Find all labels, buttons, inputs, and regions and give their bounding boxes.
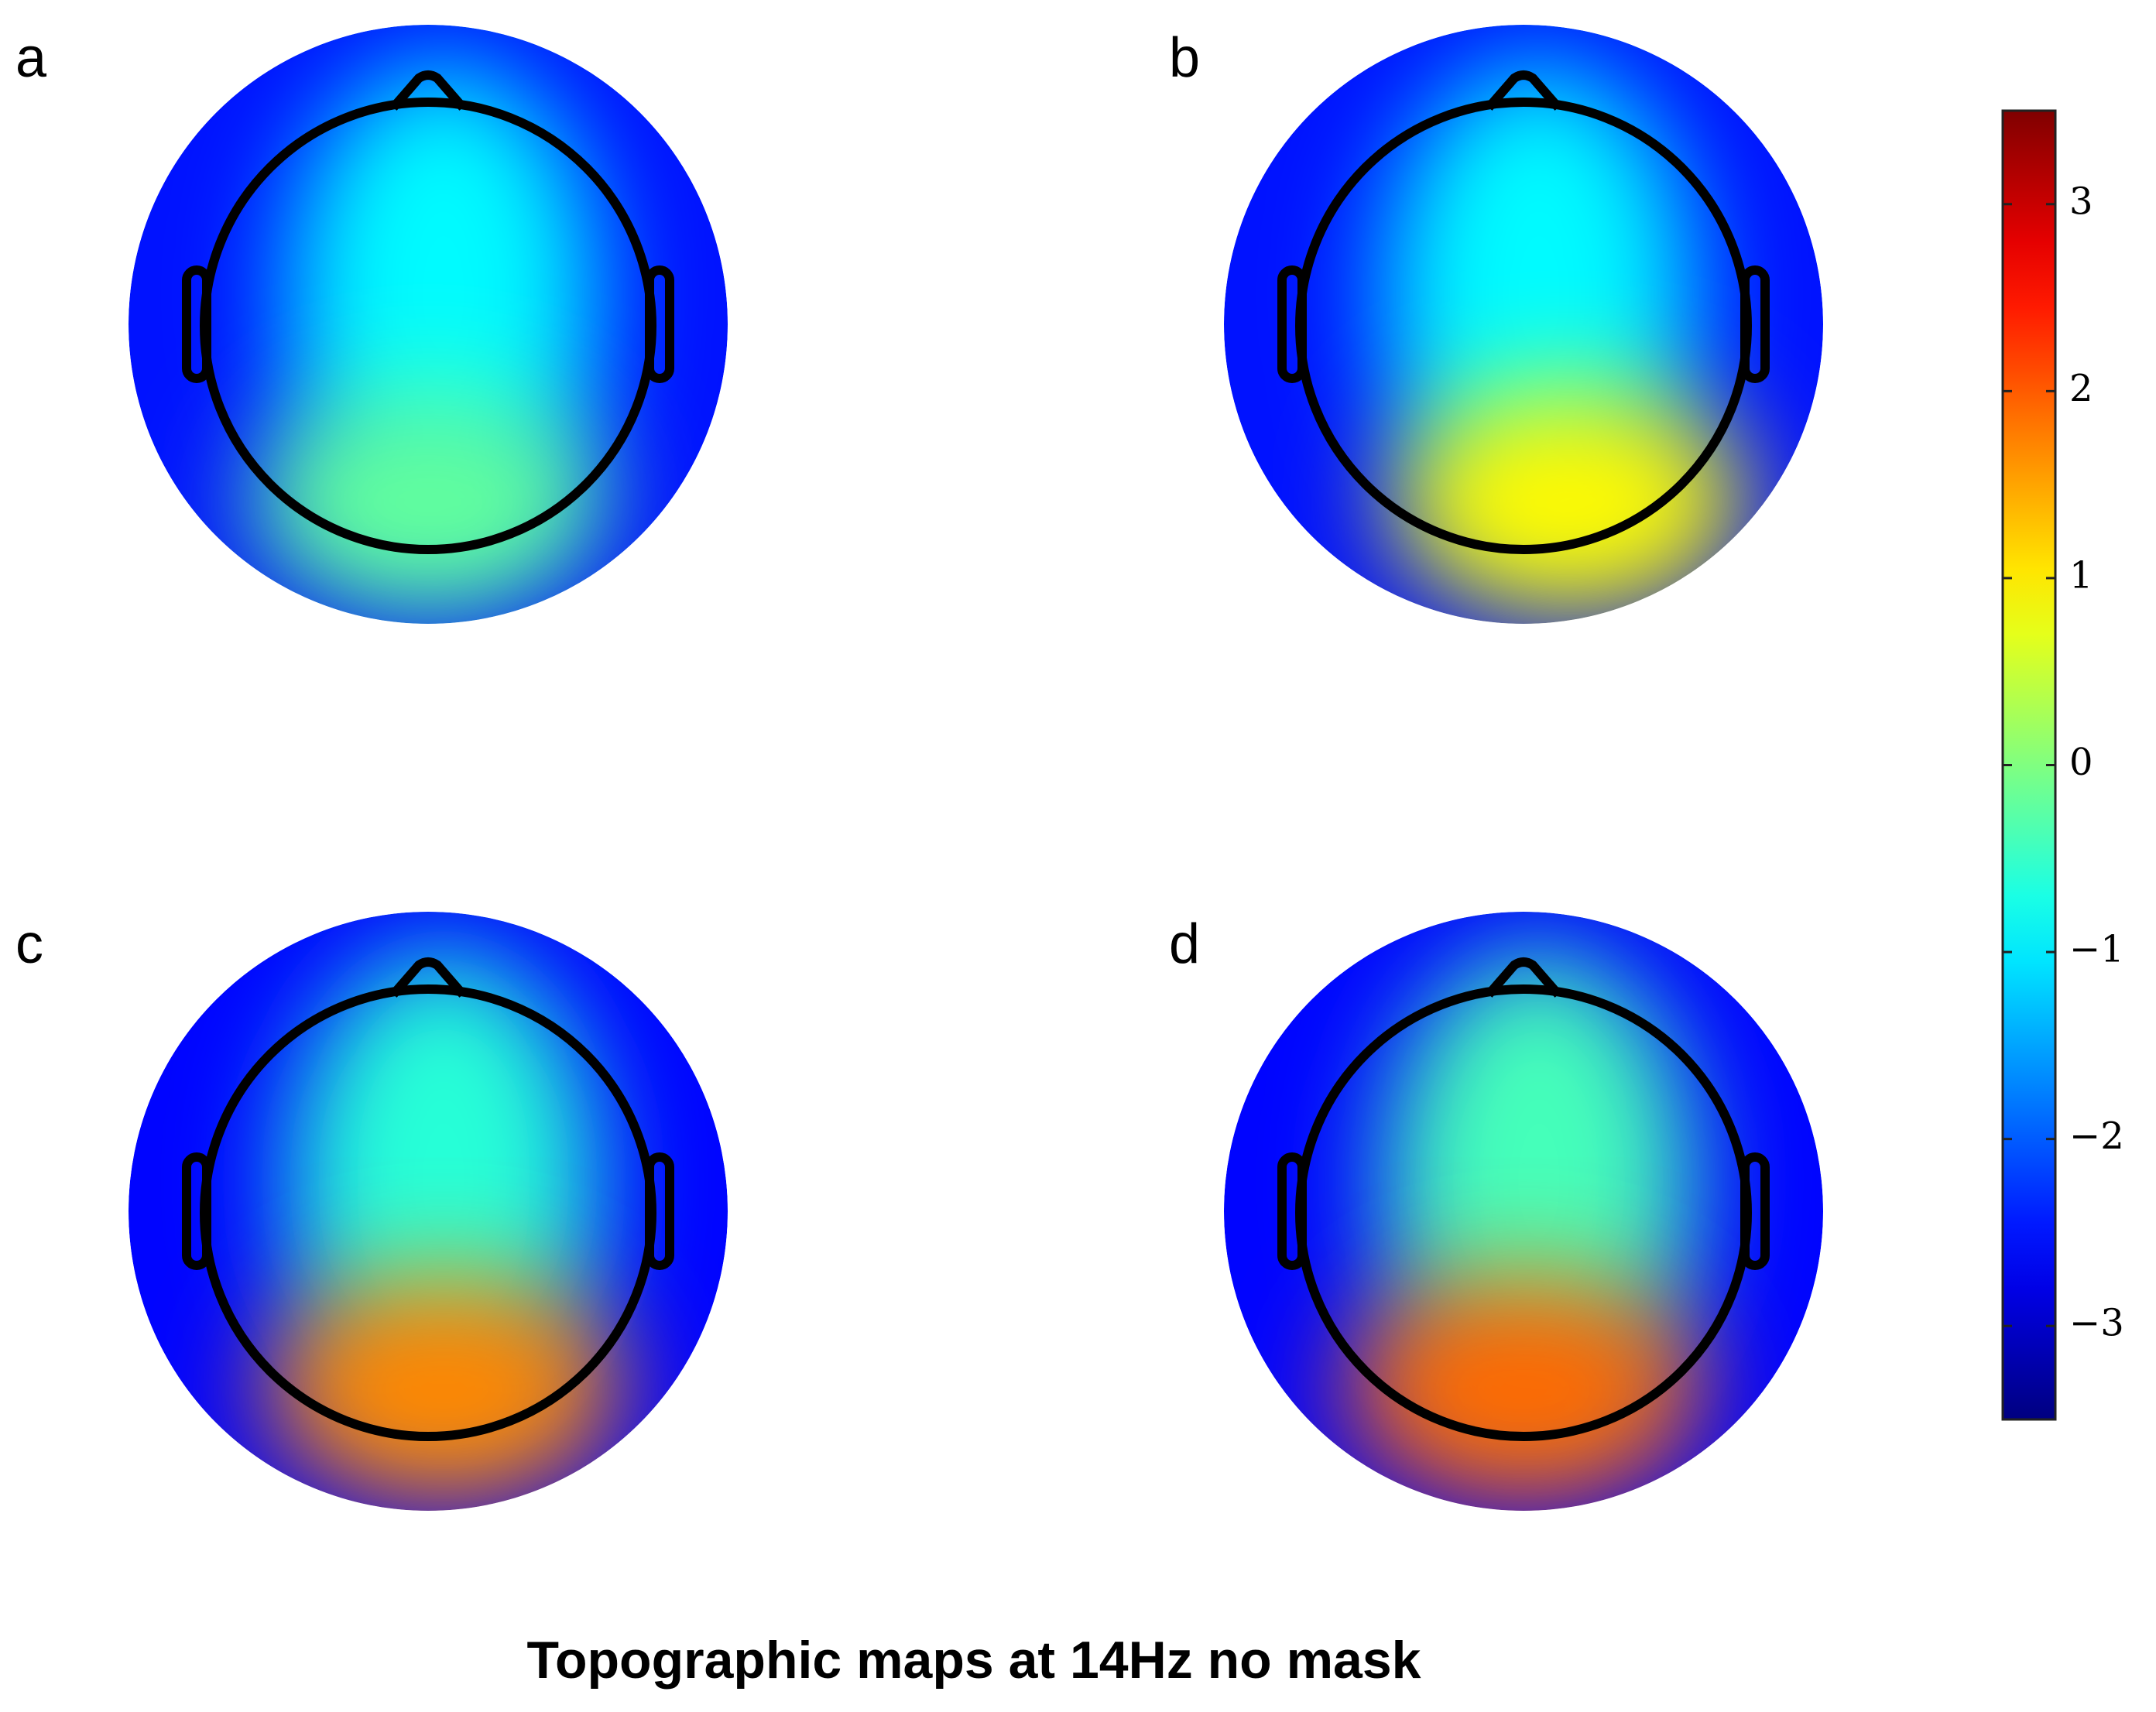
- topomap: [1224, 25, 1823, 624]
- panel-label: b: [1169, 27, 1200, 89]
- topomap: [129, 25, 728, 624]
- panel-label: d: [1169, 913, 1200, 975]
- head-outline: [1295, 984, 1752, 1441]
- topomap-field: [1224, 25, 1823, 624]
- topomap-field: [129, 912, 728, 1511]
- occipital-field: [250, 386, 606, 618]
- topomap: [1224, 912, 1823, 1511]
- panel-label: c: [15, 913, 43, 975]
- colorbar-tick-label: 0: [2069, 741, 2093, 784]
- colorbar-tick-label: 3: [2069, 180, 2093, 223]
- figure-title: Topographic maps at 14Hz no mask: [526, 1631, 1421, 1690]
- colorbar-tick-label: −2: [2069, 1115, 2124, 1158]
- colorbar-tick-label: 1: [2069, 553, 2093, 597]
- nose: [389, 70, 467, 111]
- colorbar-tick-label: −3: [2069, 1302, 2124, 1345]
- head-outline: [200, 98, 656, 554]
- topomap-field: [1224, 912, 1823, 1511]
- colorbar-tick-label: 2: [2069, 367, 2093, 410]
- head-outline: [1295, 98, 1752, 554]
- occipital-field: [266, 1273, 622, 1505]
- nose: [389, 957, 467, 998]
- nose: [1485, 70, 1562, 111]
- colorbar-tick-label: −1: [2069, 928, 2124, 971]
- occipital-field: [1345, 1273, 1702, 1505]
- nose: [1485, 957, 1562, 998]
- panel-label: a: [15, 27, 47, 89]
- topomap-field: [129, 25, 728, 624]
- head-outline: [200, 984, 656, 1441]
- occipital-field: [1392, 386, 1748, 618]
- topomap: [129, 912, 728, 1511]
